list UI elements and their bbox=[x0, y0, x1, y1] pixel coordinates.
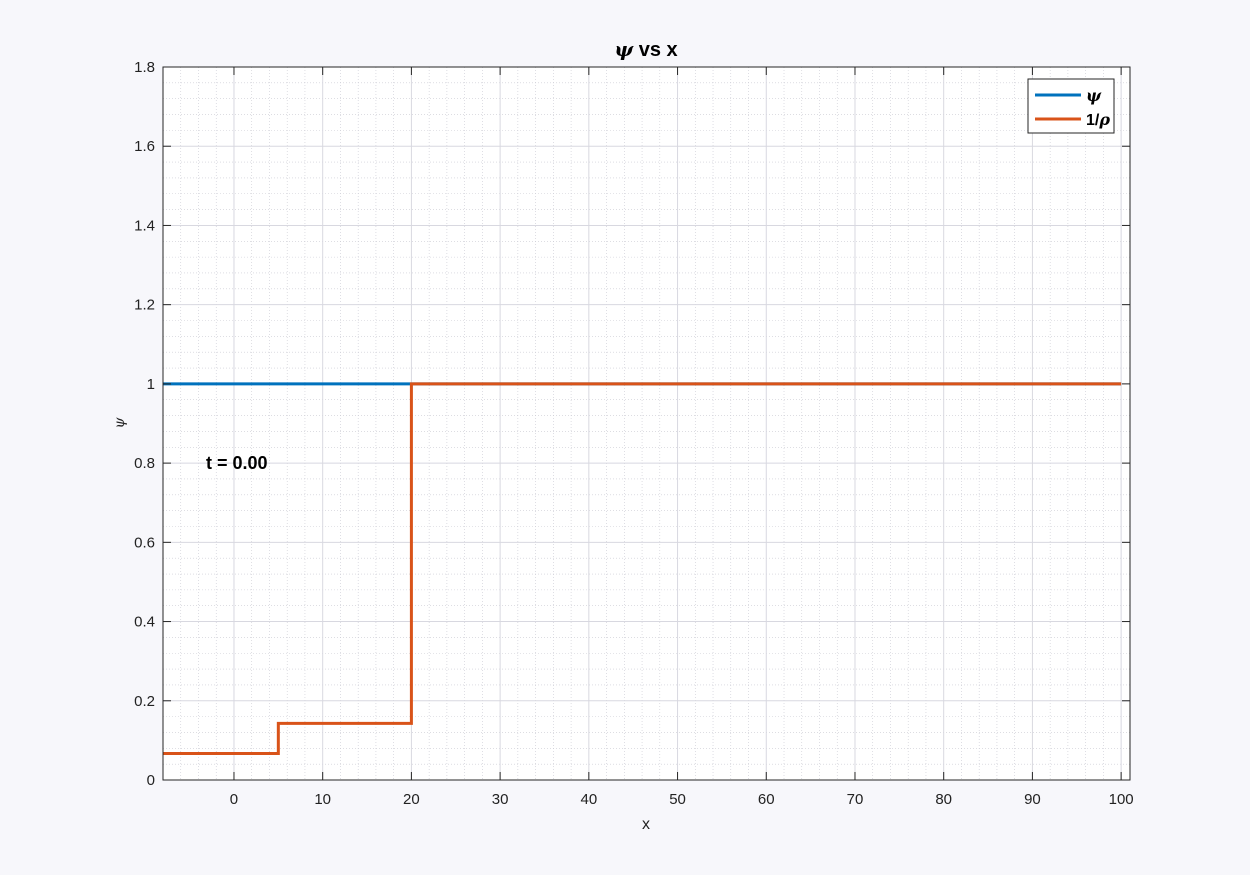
x-tick-label: 20 bbox=[403, 791, 420, 808]
x-tick-label: 10 bbox=[314, 791, 331, 808]
legend-label-psi-symbol: ψ bbox=[1086, 86, 1102, 105]
y-tick-label: 0.2 bbox=[134, 693, 155, 710]
y-tick-label: 0.4 bbox=[134, 614, 155, 631]
legend-box bbox=[1027, 78, 1115, 134]
y-tick-label: 0.8 bbox=[134, 455, 155, 472]
x-tick-label: 0 bbox=[230, 791, 238, 808]
y-tick-label: 1.6 bbox=[134, 138, 155, 155]
x-tick-label: 40 bbox=[580, 791, 597, 808]
x-axis-label: x bbox=[642, 816, 650, 833]
y-tick-label: 1.2 bbox=[134, 297, 155, 314]
plot-frame bbox=[162, 66, 1131, 781]
x-tick-label: 50 bbox=[669, 791, 686, 808]
series-layer bbox=[163, 382, 1122, 755]
minor-grid bbox=[162, 67, 1130, 780]
y-axis-label: ψ bbox=[112, 416, 128, 428]
y-tick-label: 1 bbox=[147, 376, 155, 393]
chart-title-symbol: ψ bbox=[614, 37, 634, 61]
legend-label-psi: ψ bbox=[1086, 86, 1102, 105]
legend-label-inv-rho-prefix: 1/ bbox=[1086, 112, 1100, 129]
y-tick-label: 1.4 bbox=[134, 217, 155, 234]
x-tick-label: 80 bbox=[935, 791, 952, 808]
x-tick-label: 30 bbox=[492, 791, 509, 808]
x-tick-label: 60 bbox=[758, 791, 775, 808]
time-annotation: t = 0.00 bbox=[206, 453, 268, 473]
tick-labels: 0 10 20 30 40 50 60 70 80 90 100 0 0.2 0.4 0.6 0.8 1 1.2 1… bbox=[134, 59, 1134, 808]
y-tick-label: 1.8 bbox=[134, 59, 155, 76]
x-tick-label: 100 bbox=[1109, 791, 1134, 808]
ticks bbox=[163, 66, 1130, 781]
y-tick-label: 0.6 bbox=[134, 534, 155, 551]
legend-label-inv-rho: 1/ρ bbox=[1086, 110, 1110, 129]
y-tick-label: 0 bbox=[147, 772, 155, 789]
x-tick-label: 70 bbox=[847, 791, 864, 808]
series-line-inv-rho bbox=[163, 382, 1122, 755]
plot-background bbox=[163, 67, 1130, 780]
legend: ψ 1/ρ bbox=[1027, 78, 1115, 134]
chart-title: ψ vs x bbox=[614, 37, 677, 61]
x-tick-label: 90 bbox=[1024, 791, 1041, 808]
legend-label-inv-rho-symbol: ρ bbox=[1098, 110, 1110, 129]
chart-title-text: vs x bbox=[633, 39, 677, 61]
